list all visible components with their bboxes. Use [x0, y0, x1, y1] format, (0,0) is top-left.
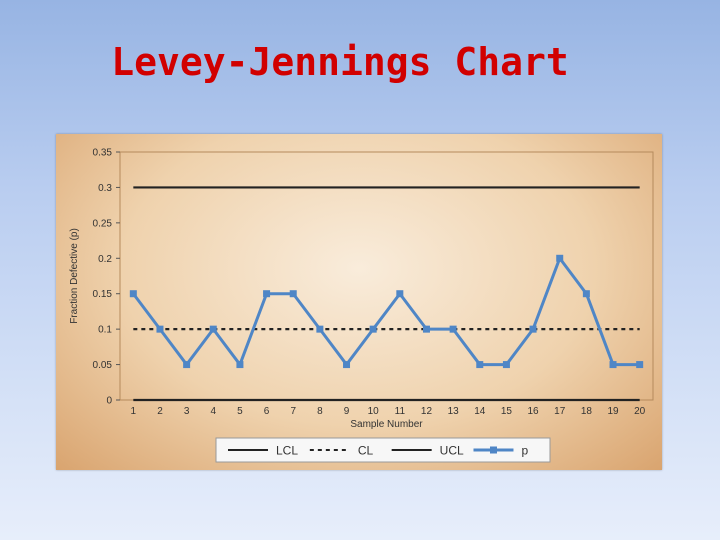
- y-tick-label: 0.05: [93, 360, 113, 371]
- x-tick-label: 19: [607, 406, 619, 417]
- x-tick-label: 20: [634, 406, 646, 417]
- x-tick-label: 13: [448, 406, 460, 417]
- x-tick-label: 18: [581, 406, 593, 417]
- x-tick-label: 1: [131, 406, 137, 417]
- x-tick-label: 15: [501, 406, 513, 417]
- data-point: [343, 361, 351, 369]
- y-tick-label: 0.3: [98, 183, 112, 194]
- x-tick-label: 17: [554, 406, 566, 417]
- data-point: [582, 290, 590, 298]
- x-tick-label: 6: [264, 406, 270, 417]
- data-point: [502, 361, 510, 369]
- data-point: [476, 361, 484, 369]
- data-point: [556, 254, 564, 262]
- series-line-p: [132, 256, 640, 367]
- x-tick-label: 7: [290, 406, 296, 417]
- y-tick-label: 0.35: [93, 148, 113, 159]
- data-point: [263, 290, 271, 298]
- data-point: [369, 325, 377, 333]
- data-point: [636, 361, 644, 369]
- control-chart: 00.050.10.150.20.250.30.351 2 3 4 5 6 7 8 9 10 11 1…: [69, 148, 654, 463]
- x-tick-label: 2: [157, 406, 163, 417]
- legend-label-LCL: LCL: [276, 444, 298, 458]
- y-tick-label: 0.1: [98, 325, 112, 336]
- data-point: [183, 361, 191, 369]
- x-tick-label: 12: [421, 406, 433, 417]
- x-tick-label: 8: [317, 406, 323, 417]
- y-tick-label: 0.15: [93, 289, 113, 300]
- x-tick-label: 16: [528, 406, 540, 417]
- data-point: [129, 290, 137, 298]
- legend-label-CL: CL: [358, 444, 374, 458]
- x-tick-label: 14: [474, 406, 486, 417]
- x-tick-label: 10: [368, 406, 380, 417]
- y-tick-label: 0: [106, 396, 112, 407]
- series-layer: [129, 186, 644, 402]
- data-point: [236, 361, 244, 369]
- legend: LCL CL UCL p: [215, 437, 551, 463]
- x-tick-label: 3: [184, 406, 190, 417]
- x-tick-label: 11: [395, 406, 406, 417]
- data-point: [396, 290, 404, 298]
- y-axis-label: Fraction Defective (p): [69, 228, 80, 324]
- data-point: [609, 361, 617, 369]
- data-point: [449, 325, 457, 333]
- chart-frame: 0 0.05 0.1 0.15 0.2 0.25 0.3 0.35 1 2 3 4 5 6 7 8 9 10 11 1…: [56, 134, 662, 470]
- data-point: [156, 325, 164, 333]
- data-point: [289, 290, 297, 298]
- legend-label-p: p: [521, 444, 528, 458]
- slide-title: Levey-Jennings Chart: [111, 40, 569, 84]
- legend-marker: [489, 446, 497, 454]
- data-point: [209, 325, 217, 333]
- y-tick-label: 0.25: [93, 218, 113, 229]
- x-tick-label: 5: [237, 406, 243, 417]
- x-axis-label: Sample Number: [350, 419, 423, 430]
- legend-label-UCL: UCL: [440, 444, 464, 458]
- x-tick-label: 9: [344, 406, 350, 417]
- axis-layer: 00.050.10.150.20.250.30.351 2 3 4 5 6 7 8 9 10 11 1…: [93, 148, 646, 418]
- data-point: [529, 325, 537, 333]
- data-point: [422, 325, 430, 333]
- y-tick-label: 0.2: [98, 254, 112, 265]
- x-tick-label: 4: [210, 406, 216, 417]
- data-point: [316, 325, 324, 333]
